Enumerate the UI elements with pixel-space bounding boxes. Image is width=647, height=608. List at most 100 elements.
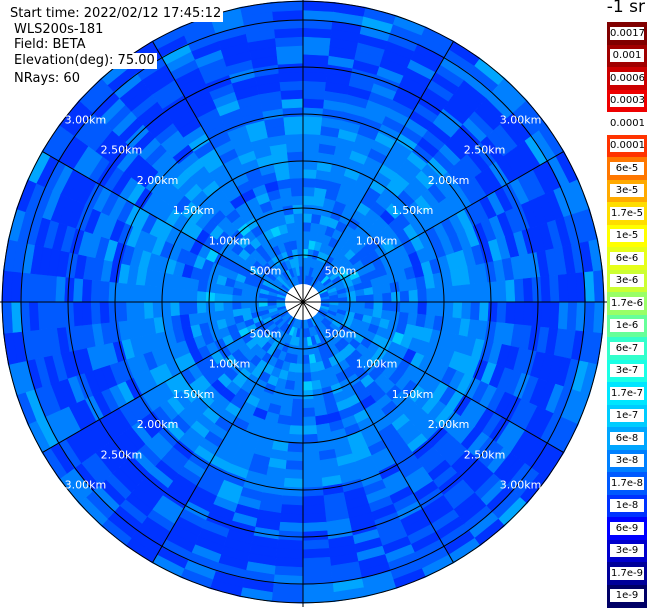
- ppi-cell: [302, 212, 313, 223]
- ppi-cell: [302, 425, 318, 436]
- radial-spoke: [42, 151, 304, 303]
- ppi-cell: [338, 297, 349, 303]
- ppi-cell: [296, 238, 304, 250]
- colorbar-tick-label: 6e-8: [610, 431, 644, 445]
- ppi-cell: [239, 301, 251, 309]
- ppi-cell: [222, 301, 233, 311]
- colorbar-tick-label: 1e-6: [610, 319, 644, 333]
- ppi-cell: [382, 301, 393, 312]
- ppi-cell: [297, 247, 304, 258]
- range-ring-label: 500m: [250, 328, 282, 341]
- ppi-cell: [302, 372, 312, 383]
- colorbar-tick-label: 0.0017: [610, 26, 644, 40]
- colorbar-tick-label: 1e-5: [610, 229, 644, 243]
- ppi-cell: [302, 230, 311, 241]
- ppi-cell: [382, 292, 393, 303]
- range-ring-label: 2.00km: [428, 418, 470, 431]
- start-time-label: Start time: 2022/02/12 17:45:12: [8, 6, 224, 22]
- range-ring-label: 1.00km: [356, 234, 398, 247]
- elevation-label: Elevation(deg): 75.00: [12, 53, 157, 69]
- colorbar-tick-label: 1.7e-5: [610, 206, 644, 220]
- range-ring-label: 2.50km: [464, 448, 506, 461]
- range-ring-label: 1.00km: [356, 358, 398, 371]
- range-ring-labels: 500m 500m 500m 500m 1.00km 1.00km 1.00km 1.00km…: [65, 113, 542, 491]
- colorbar-tick-label: 1.7e-8: [610, 476, 644, 490]
- colorbar-tick-label: 1.7e-7: [610, 386, 644, 400]
- ppi-cell: [355, 295, 367, 303]
- ppi-cell: [178, 301, 189, 316]
- radial-spoke: [42, 301, 304, 453]
- colorbar-tick-label: 6e-7: [610, 341, 644, 355]
- colorbar-tick-label: 0.00017: [610, 116, 644, 130]
- ppi-cell: [295, 230, 304, 241]
- range-ring-label: 1.50km: [392, 204, 434, 217]
- radial-spoke: [302, 151, 564, 303]
- range-ring-grid: [0, 0, 607, 607]
- colorbar-tick-label: 3e-5: [610, 184, 644, 198]
- ppi-plot: 500m 500m 500m 500m 1.00km 1.00km 1.00km 1.00km…: [0, 0, 607, 607]
- ppi-cell: [293, 212, 304, 223]
- ppi-cell: [408, 301, 420, 315]
- ppi-cell: [231, 294, 242, 303]
- colorbar-tick-label: 6e-9: [610, 521, 644, 535]
- ppi-cell: [302, 194, 315, 206]
- radial-spoke: [302, 301, 564, 453]
- colorbar-tick-label: 3e-7: [610, 364, 644, 378]
- colorbar-tick-label: 3e-8: [610, 454, 644, 468]
- ppi-cell: [302, 354, 310, 366]
- ppi-cell: [290, 407, 304, 419]
- range-ring-label: 3.00km: [65, 113, 107, 126]
- colorbar-tick-label: 6e-5: [610, 161, 644, 175]
- ppi-cell: [302, 177, 317, 188]
- ppi-cell: [302, 168, 318, 179]
- ppi-cell: [302, 407, 316, 419]
- ppi-cell: [213, 292, 224, 303]
- ppi-cell: [408, 289, 420, 303]
- radial-spoke: [152, 41, 304, 303]
- ppi-cell: [291, 194, 304, 206]
- colorbar-tick-label: 0.0006: [610, 71, 644, 85]
- ppi-cell: [399, 301, 411, 314]
- ppi-cell: [289, 416, 304, 427]
- ppi-cell: [289, 177, 304, 188]
- radial-spoke: [302, 301, 454, 563]
- ppi-cell: [195, 290, 207, 303]
- radial-spoke: [152, 301, 304, 563]
- ppi-cell: [373, 301, 384, 311]
- colorbar-tick-label: 6e-6: [610, 251, 644, 265]
- ppi-cell: [169, 287, 180, 303]
- ppi-cell: [231, 301, 242, 310]
- ppi-cell: [399, 290, 411, 303]
- radial-spoke: [302, 41, 454, 303]
- ppi-cell: [417, 301, 428, 316]
- ppi-cell: [186, 289, 198, 303]
- range-ring-label: 1.50km: [392, 388, 434, 401]
- colorbar: 0.0017 0.001 0.0006 0.0003 0.00017 0.0001 6e-5…: [607, 22, 647, 608]
- ppi-cell: [347, 296, 358, 303]
- field-label: Field: BETA: [12, 37, 88, 53]
- colorbar-tick-label: 1e-8: [610, 499, 644, 513]
- range-ring-label: 1.00km: [209, 358, 251, 371]
- colorbar-tick-label: 0.001: [610, 49, 644, 63]
- ppi-cell: [426, 301, 437, 317]
- range-ring-label: 500m: [325, 265, 357, 278]
- colorbar-tick-label: 3e-9: [610, 544, 644, 558]
- ppi-cell: [178, 288, 189, 303]
- ppi-cell: [294, 221, 304, 232]
- range-ring-label: 3.00km: [500, 113, 542, 126]
- colorbar-tick-label: 1.7e-6: [610, 296, 644, 310]
- ppi-cell: [298, 256, 304, 267]
- ppi-cell: [302, 416, 317, 427]
- ppi-cell: [302, 398, 315, 410]
- ppi-cells: [1, 0, 605, 604]
- range-ring-label: 500m: [325, 328, 357, 341]
- ppi-cell: [295, 363, 304, 374]
- range-ring-label: 1.50km: [173, 204, 215, 217]
- ppi-cell: [302, 221, 312, 232]
- range-ring-label: 2.00km: [137, 418, 179, 431]
- ppi-cell: [169, 301, 180, 317]
- range-ring-label: 2.00km: [428, 174, 470, 187]
- ppi-cell: [288, 168, 304, 179]
- ppi-cell: [222, 293, 233, 303]
- ppi-cell: [364, 294, 375, 303]
